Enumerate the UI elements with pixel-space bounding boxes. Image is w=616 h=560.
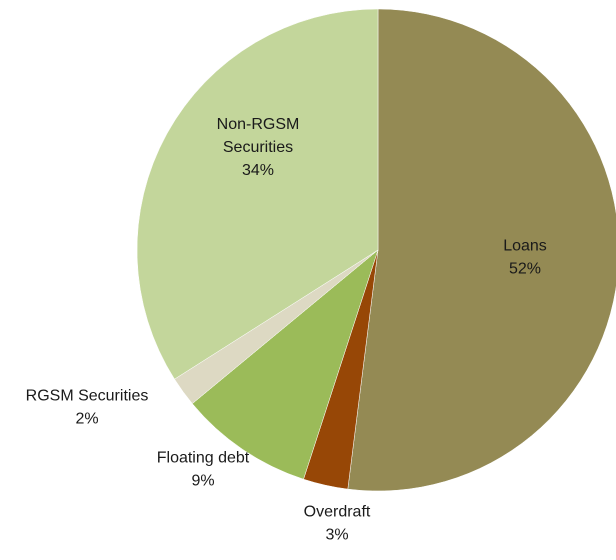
slice-value-label: 34% [242,162,274,179]
slice-category-label: Non-RGSM [217,116,300,133]
slice-value-label: 3% [325,527,348,544]
pie-label-loans: Loans 52% [503,238,547,278]
pie-slices [136,8,616,492]
slice-value-label: 52% [509,261,541,278]
slice-value-label: 2% [75,411,98,428]
slice-category-label: RGSM Securities [26,388,149,405]
pie-label-rgsm-securities: RGSM Securities 2% [26,388,149,428]
slice-category-label: Securities [223,139,293,156]
pie-slice-floating-debt [191,249,379,480]
slice-category-label: Loans [503,238,547,255]
pie-slice-non-rgsm-securities [136,8,379,380]
slice-category-label: Floating debt [157,450,250,467]
slice-value-label: 9% [191,473,214,490]
pie-label-overdraft: Overdraft 3% [304,504,371,544]
pie-label-non-rgsm-securities: Non-RGSM Securities 34% [217,116,300,179]
pie-label-floating-debt: Floating debt 9% [157,450,250,490]
pie-labels: Loans 52% Overdraft 3% Floating debt 9% RGSM S… [26,116,547,544]
pie-slice-loans [347,8,616,492]
slice-category-label: Overdraft [304,504,371,521]
